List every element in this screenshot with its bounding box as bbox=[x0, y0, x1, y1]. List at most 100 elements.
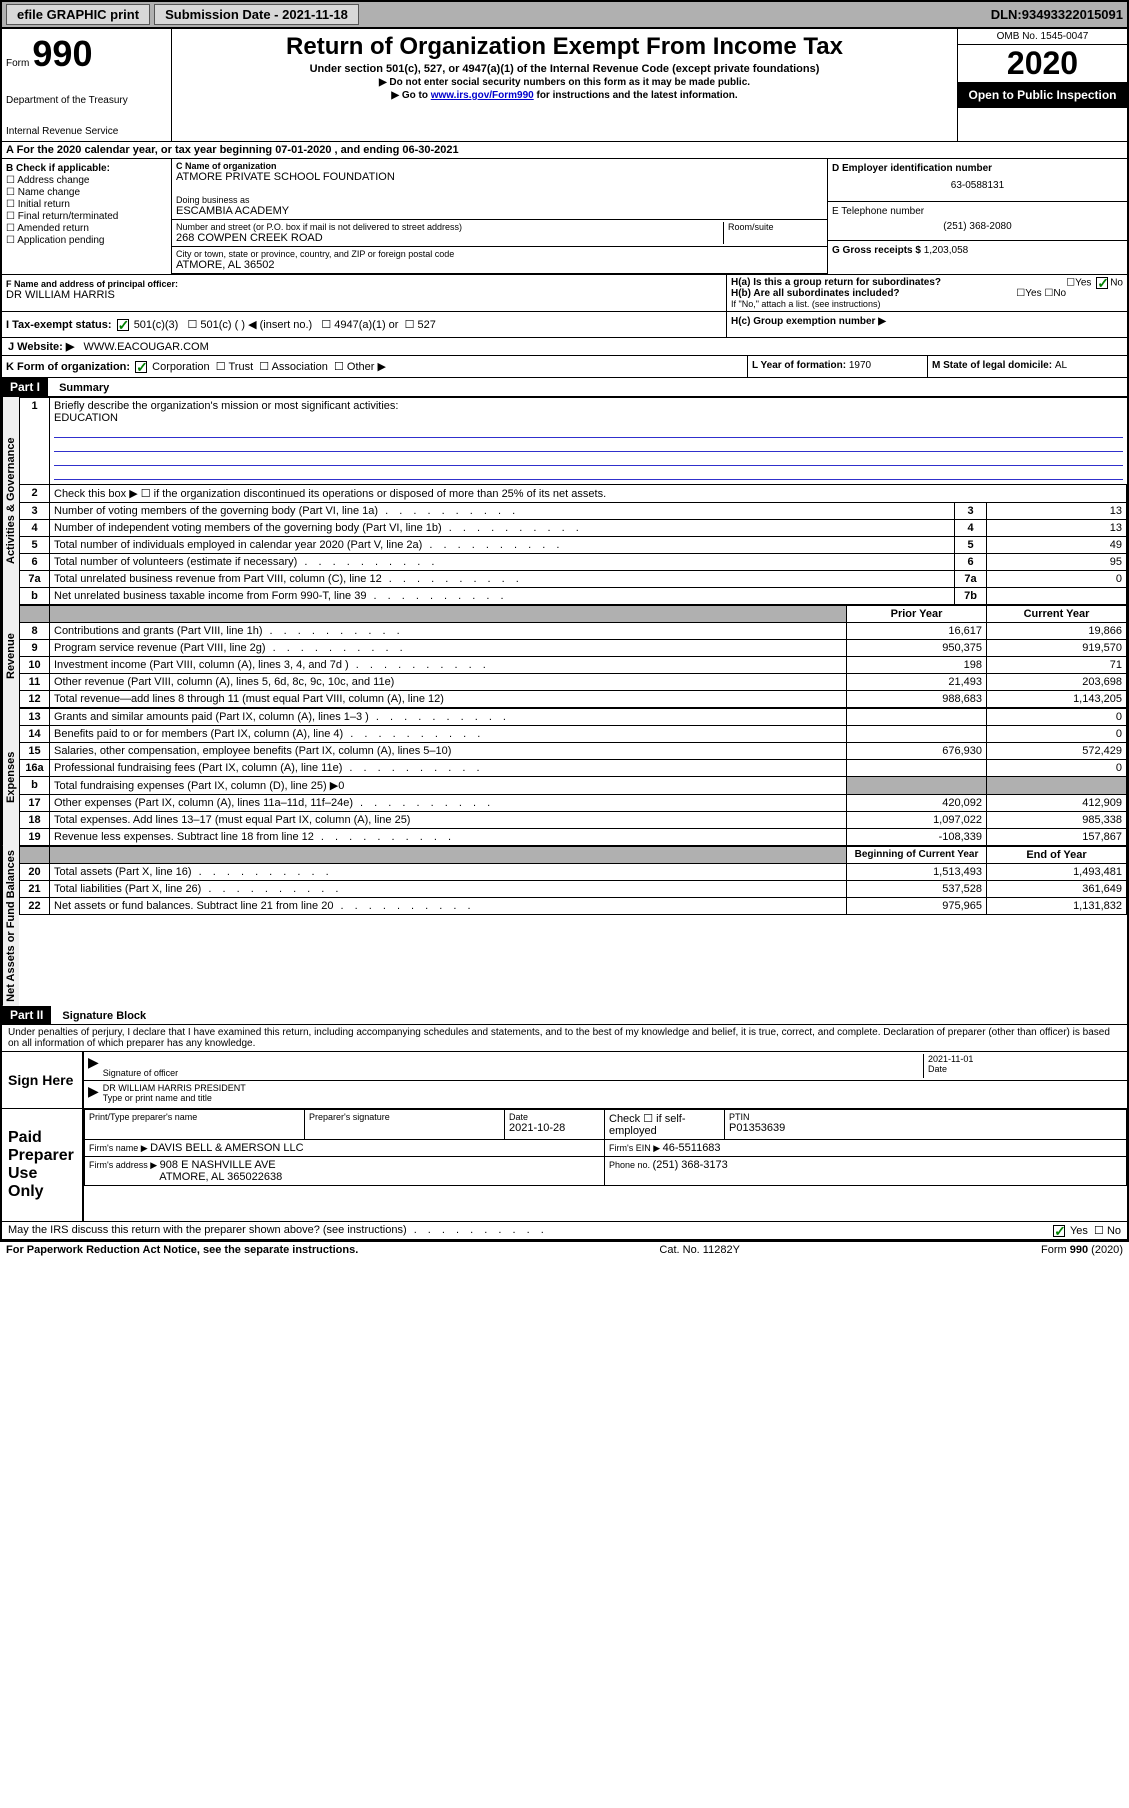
cb-application-pending[interactable]: ☐ Application pending bbox=[6, 235, 167, 246]
sign-name-label: Type or print name and title bbox=[103, 1093, 1123, 1103]
submission-button[interactable]: Submission Date - 2021-11-18 bbox=[154, 4, 359, 25]
cb-initial-return[interactable]: ☐ Initial return bbox=[6, 199, 167, 210]
title-box: Return of Organization Exempt From Incom… bbox=[172, 29, 957, 141]
footer-right: Form 990 (2020) bbox=[1041, 1244, 1123, 1256]
k-label: K Form of organization: bbox=[6, 361, 130, 373]
l5-text: Total number of individuals employed in … bbox=[50, 537, 955, 554]
dln-value: 93493322015091 bbox=[1022, 7, 1123, 22]
l-value: 1970 bbox=[849, 360, 871, 371]
name-block: C Name of organization ATMORE PRIVATE SC… bbox=[172, 159, 827, 274]
l2-text: Check this box ▶ ☐ if the organization d… bbox=[50, 485, 1127, 503]
section-a: A For the 2020 calendar year, or tax yea… bbox=[2, 142, 1127, 159]
vert-governance: Activities & Governance bbox=[2, 397, 19, 605]
dba-label: Doing business as bbox=[176, 195, 823, 205]
ha-row: H(a) Is this a group return for subordin… bbox=[731, 277, 1123, 288]
f-name: DR WILLIAM HARRIS bbox=[6, 289, 722, 301]
tax-year: 2020 bbox=[958, 45, 1127, 82]
preparer-label: Paid Preparer Use Only bbox=[2, 1109, 82, 1221]
f-label: F Name and address of principal officer: bbox=[6, 279, 722, 289]
hb-row: H(b) Are all subordinates included? ☐Yes… bbox=[731, 288, 1123, 299]
website-value: WWW.EACOUGAR.COM bbox=[84, 341, 209, 353]
g-label: G Gross receipts $ bbox=[832, 245, 924, 256]
l7b-text: Net unrelated business taxable income fr… bbox=[50, 588, 955, 605]
top-bar: efile GRAPHIC print Submission Date - 20… bbox=[2, 2, 1127, 29]
year-box: OMB No. 1545-0047 2020 Open to Public In… bbox=[957, 29, 1127, 141]
form-subtitle: Under section 501(c), 527, or 4947(a)(1)… bbox=[180, 63, 949, 75]
l3-text: Number of voting members of the governin… bbox=[50, 503, 955, 520]
cb-name-change[interactable]: ☐ Name change bbox=[6, 187, 167, 198]
m-label: M State of legal domicile: bbox=[932, 360, 1055, 371]
l4-text: Number of independent voting members of … bbox=[50, 520, 955, 537]
part2-title: Signature Block bbox=[54, 1008, 154, 1024]
cb-corporation[interactable] bbox=[135, 361, 147, 373]
room-label: Room/suite bbox=[723, 222, 823, 244]
dba-name: ESCAMBIA ACADEMY bbox=[176, 205, 823, 217]
vert-netassets: Net Assets or Fund Balances bbox=[2, 846, 19, 1006]
org-address: 268 COWPEN CREEK ROAD bbox=[176, 232, 723, 244]
arrow-icon: ▶ bbox=[88, 1054, 99, 1078]
l5-val: 49 bbox=[987, 537, 1127, 554]
l7a-val: 0 bbox=[987, 571, 1127, 588]
l-label: L Year of formation: bbox=[752, 360, 849, 371]
sign-date: 2021-11-01 bbox=[928, 1054, 1123, 1064]
l7a-text: Total unrelated business revenue from Pa… bbox=[50, 571, 955, 588]
note-link: ▶ Go to www.irs.gov/Form990 for instruct… bbox=[180, 90, 949, 101]
vert-expenses: Expenses bbox=[2, 708, 19, 846]
omb-number: OMB No. 1545-0047 bbox=[958, 29, 1127, 45]
c-label: C Name of organization bbox=[176, 161, 823, 171]
l6-val: 95 bbox=[987, 554, 1127, 571]
phone-value: (251) 368-2080 bbox=[832, 217, 1123, 236]
part1-header: Part I bbox=[2, 378, 48, 396]
form-label: Form bbox=[6, 58, 29, 69]
submission-date: 2021-11-18 bbox=[282, 7, 348, 22]
col-begin: Beginning of Current Year bbox=[847, 847, 987, 864]
col-end: End of Year bbox=[987, 847, 1127, 864]
l6-text: Total number of volunteers (estimate if … bbox=[50, 554, 955, 571]
discuss-yes-checkbox[interactable] bbox=[1053, 1225, 1065, 1237]
vert-revenue: Revenue bbox=[2, 605, 19, 708]
discuss-text: May the IRS discuss this return with the… bbox=[8, 1224, 1051, 1237]
check-b-label: B Check if applicable: bbox=[6, 163, 167, 174]
part1-title: Summary bbox=[51, 380, 117, 396]
dept-treasury: Department of the Treasury bbox=[6, 95, 167, 106]
footer-mid: Cat. No. 11282Y bbox=[659, 1244, 740, 1256]
e-label: E Telephone number bbox=[832, 206, 1123, 217]
checkbox-b-column: B Check if applicable: ☐ Address change … bbox=[2, 159, 172, 274]
l3-val: 13 bbox=[987, 503, 1127, 520]
city-label: City or town, state or province, country… bbox=[176, 249, 823, 259]
j-label: J Website: ▶ bbox=[8, 341, 74, 353]
efile-button[interactable]: efile GRAPHIC print bbox=[6, 4, 150, 25]
form-990-number: 990 bbox=[32, 33, 92, 74]
penalties-text: Under penalties of perjury, I declare th… bbox=[2, 1025, 1127, 1052]
cb-final-return[interactable]: ☐ Final return/terminated bbox=[6, 211, 167, 222]
dept-irs: Internal Revenue Service bbox=[6, 126, 167, 137]
arrow-icon: ▶ bbox=[88, 1083, 99, 1103]
sign-date-label: Date bbox=[928, 1064, 1123, 1074]
col-prior: Prior Year bbox=[847, 606, 987, 623]
inspection-badge: Open to Public Inspection bbox=[958, 82, 1127, 108]
cb-address-change[interactable]: ☐ Address change bbox=[6, 175, 167, 186]
l1-val: EDUCATION bbox=[54, 412, 118, 424]
hc-label: H(c) Group exemption number ▶ bbox=[731, 316, 886, 327]
cb-amended-return[interactable]: ☐ Amended return bbox=[6, 223, 167, 234]
col-current: Current Year bbox=[987, 606, 1127, 623]
l4-val: 13 bbox=[987, 520, 1127, 537]
form990-link[interactable]: www.irs.gov/Form990 bbox=[431, 90, 534, 101]
addr-label: Number and street (or P.O. box if mail i… bbox=[176, 222, 723, 232]
m-value: AL bbox=[1055, 360, 1067, 371]
form-title: Return of Organization Exempt From Incom… bbox=[180, 33, 949, 61]
i-label: I Tax-exempt status: bbox=[6, 319, 112, 331]
ha-no-checkbox[interactable] bbox=[1096, 277, 1108, 289]
d-label: D Employer identification number bbox=[832, 163, 1123, 174]
l7b-val bbox=[987, 588, 1127, 605]
ein-value: 63-0588131 bbox=[832, 174, 1123, 197]
sig-officer-label: Signature of officer bbox=[103, 1068, 923, 1078]
sign-here-label: Sign Here bbox=[2, 1052, 82, 1108]
footer-left: For Paperwork Reduction Act Notice, see … bbox=[6, 1244, 358, 1256]
part2-header: Part II bbox=[2, 1006, 51, 1024]
cb-501c3[interactable] bbox=[117, 319, 129, 331]
gross-receipts: 1,203,058 bbox=[924, 245, 969, 256]
note-ssn: ▶ Do not enter social security numbers o… bbox=[180, 77, 949, 88]
hb-note: If "No," attach a list. (see instruction… bbox=[731, 299, 1123, 309]
dln-label: DLN: bbox=[991, 7, 1022, 22]
